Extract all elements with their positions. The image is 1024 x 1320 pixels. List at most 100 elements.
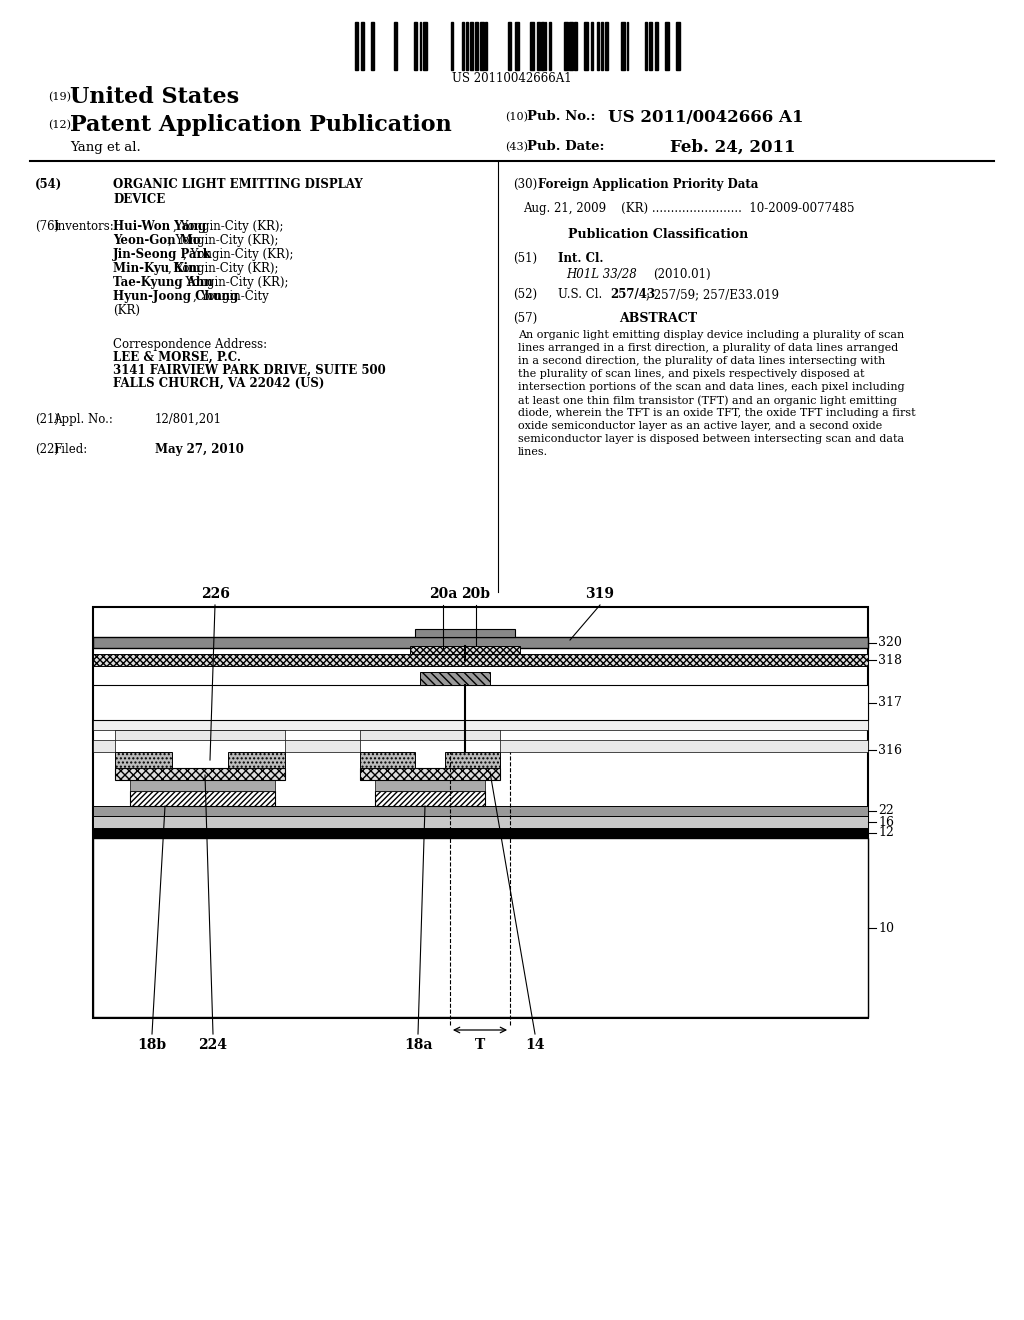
Text: , Yongin-City (KR);: , Yongin-City (KR); xyxy=(178,276,289,289)
Text: in a second direction, the plurality of data lines intersecting with: in a second direction, the plurality of … xyxy=(518,356,886,366)
Bar xyxy=(360,752,415,768)
Text: (19): (19) xyxy=(48,92,71,102)
Bar xyxy=(93,685,868,719)
Text: May 27, 2010: May 27, 2010 xyxy=(155,444,244,455)
Bar xyxy=(480,22,484,70)
Text: 319: 319 xyxy=(586,587,614,601)
Text: LEE & MORSE, P.C.: LEE & MORSE, P.C. xyxy=(113,351,241,364)
Text: H01L 33/28: H01L 33/28 xyxy=(566,268,637,281)
Text: 320: 320 xyxy=(878,636,902,649)
Text: (21): (21) xyxy=(35,413,59,426)
Bar xyxy=(508,22,511,70)
Bar xyxy=(462,22,464,70)
Text: lines.: lines. xyxy=(518,447,548,457)
Text: 18b: 18b xyxy=(137,1038,167,1052)
Text: 14: 14 xyxy=(525,1038,545,1052)
Text: (52): (52) xyxy=(513,288,538,301)
Text: 3141 FAIRVIEW PARK DRIVE, SUITE 500: 3141 FAIRVIEW PARK DRIVE, SUITE 500 xyxy=(113,364,386,378)
Text: US 20110042666A1: US 20110042666A1 xyxy=(453,71,571,84)
Text: (30): (30) xyxy=(513,178,538,191)
Text: Hui-Won Yang: Hui-Won Yang xyxy=(113,220,206,234)
Text: , Yongin-City: , Yongin-City xyxy=(193,290,268,304)
Bar xyxy=(93,741,115,752)
Text: oxide semiconductor layer as an active layer, and a second oxide: oxide semiconductor layer as an active l… xyxy=(518,421,883,432)
Text: 22: 22 xyxy=(878,804,894,817)
Text: intersection portions of the scan and data lines, each pixel including: intersection portions of the scan and da… xyxy=(518,381,904,392)
Bar xyxy=(605,22,608,70)
Bar xyxy=(569,22,573,70)
Text: An organic light emitting display device including a plurality of scan: An organic light emitting display device… xyxy=(518,330,904,341)
Text: at least one thin film transistor (TFT) and an organic light emitting: at least one thin film transistor (TFT) … xyxy=(518,395,897,405)
Text: FALLS CHURCH, VA 22042 (US): FALLS CHURCH, VA 22042 (US) xyxy=(113,378,325,389)
Text: 318: 318 xyxy=(878,653,902,667)
Bar xyxy=(360,768,500,780)
Bar xyxy=(420,672,490,685)
Bar xyxy=(676,22,680,70)
Text: diode, wherein the TFT is an oxide TFT, the oxide TFT including a first: diode, wherein the TFT is an oxide TFT, … xyxy=(518,408,915,418)
Text: Pub. No.:: Pub. No.: xyxy=(527,111,596,124)
Text: Inventors:: Inventors: xyxy=(53,220,114,234)
Bar xyxy=(130,780,275,791)
Bar xyxy=(475,22,478,70)
Bar xyxy=(445,752,500,768)
Text: U.S. Cl.: U.S. Cl. xyxy=(558,288,602,301)
Bar xyxy=(537,22,540,70)
Bar xyxy=(541,22,544,70)
Bar xyxy=(93,719,868,730)
Text: Pub. Date:: Pub. Date: xyxy=(527,140,604,153)
Text: 18a: 18a xyxy=(403,1038,432,1052)
Text: Yeon-Gon Mo: Yeon-Gon Mo xyxy=(113,234,201,247)
Bar xyxy=(645,22,647,70)
Text: , Yongin-City (KR);: , Yongin-City (KR); xyxy=(183,248,294,261)
Text: 20a: 20a xyxy=(429,587,457,601)
Bar xyxy=(410,645,520,653)
Bar xyxy=(655,22,658,70)
Text: 12: 12 xyxy=(878,826,894,840)
Bar xyxy=(485,22,487,70)
Text: the plurality of scan lines, and pixels respectively disposed at: the plurality of scan lines, and pixels … xyxy=(518,370,864,379)
Text: (KR): (KR) xyxy=(113,304,140,317)
Bar xyxy=(649,22,652,70)
Text: ; 257/59; 257/E33.019: ; 257/59; 257/E33.019 xyxy=(646,288,779,301)
Bar xyxy=(355,22,358,70)
Text: (2010.01): (2010.01) xyxy=(653,268,711,281)
Text: Min-Kyu Kim: Min-Kyu Kim xyxy=(113,261,201,275)
Bar xyxy=(601,22,603,70)
Text: 16: 16 xyxy=(878,816,894,829)
Text: Int. Cl.: Int. Cl. xyxy=(558,252,603,265)
Text: , Yongin-City (KR);: , Yongin-City (KR); xyxy=(168,261,279,275)
Text: Correspondence Address:: Correspondence Address: xyxy=(113,338,267,351)
Text: (54): (54) xyxy=(35,178,62,191)
Text: ORGANIC LIGHT EMITTING DISPLAY: ORGANIC LIGHT EMITTING DISPLAY xyxy=(113,178,362,191)
Text: 10: 10 xyxy=(878,921,894,935)
Text: 20b: 20b xyxy=(462,587,490,601)
Bar xyxy=(414,22,417,70)
Bar xyxy=(360,730,500,741)
Text: Aug. 21, 2009    (KR) ........................  10-2009-0077485: Aug. 21, 2009 (KR) .....................… xyxy=(523,202,854,215)
Text: Publication Classification: Publication Classification xyxy=(568,228,749,242)
Text: Jin-Seong Park: Jin-Seong Park xyxy=(113,248,212,261)
Text: DEVICE: DEVICE xyxy=(113,193,165,206)
Text: ABSTRACT: ABSTRACT xyxy=(618,312,697,325)
Bar xyxy=(115,768,285,780)
Text: (51): (51) xyxy=(513,252,538,265)
Bar xyxy=(93,816,868,828)
Bar xyxy=(371,22,374,70)
Text: T: T xyxy=(475,1038,485,1052)
Text: 224: 224 xyxy=(199,1038,227,1052)
Text: United States: United States xyxy=(70,86,240,108)
Bar xyxy=(285,741,360,752)
Text: Yang et al.: Yang et al. xyxy=(70,140,140,153)
Bar xyxy=(515,22,519,70)
Bar xyxy=(466,22,468,70)
Text: 317: 317 xyxy=(878,697,902,710)
Bar xyxy=(93,807,868,816)
Bar xyxy=(564,22,568,70)
Bar xyxy=(591,22,593,70)
Bar xyxy=(500,741,868,752)
Text: 226: 226 xyxy=(201,587,229,601)
Bar xyxy=(375,780,485,791)
Text: (76): (76) xyxy=(35,220,59,234)
Bar xyxy=(621,22,625,70)
Bar xyxy=(93,828,868,838)
